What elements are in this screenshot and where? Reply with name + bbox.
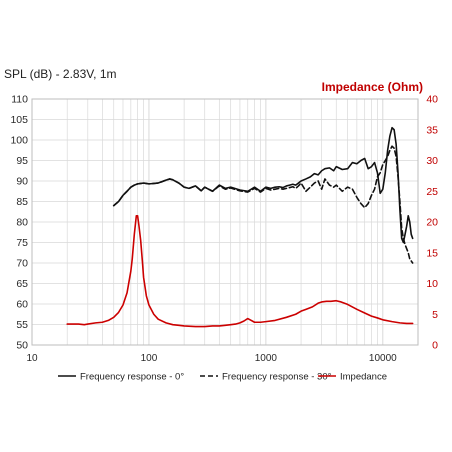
y-left-tick-label: 50 — [16, 340, 28, 352]
y-right-tick-label: 30 — [426, 155, 438, 167]
plot-frame — [31, 98, 419, 346]
y-right-tick-label: 0 — [432, 340, 438, 352]
y-right-tick-label: 10 — [426, 278, 438, 290]
right-axis-title: Impedance (Ohm) — [322, 80, 423, 94]
y-left-tick-label: 75 — [16, 237, 28, 249]
legend-label: Frequency response - 30° — [222, 372, 332, 383]
y-left-tick-label: 80 — [16, 217, 28, 229]
axes: 50 55 60 65 70 75 80 85 90 95 100 105 110 0 5 10 15 20 25 3… — [10, 94, 438, 365]
grid — [31, 98, 419, 346]
x-tick-label: 100 — [141, 353, 158, 364]
left-axis-title: SPL (dB) - 2.83V, 1m — [4, 67, 117, 81]
y-left-tick-label: 85 — [16, 196, 28, 208]
y-left-tick-label: 55 — [16, 319, 28, 331]
legend: Frequency response - 0° Frequency respons… — [58, 372, 387, 383]
y-left-tick-label: 100 — [10, 135, 28, 147]
series — [66, 126, 414, 328]
series-line-3 — [66, 215, 414, 328]
y-left-tick-label: 70 — [16, 258, 28, 270]
y-left-tick-label: 110 — [11, 94, 28, 106]
series-line-2 — [112, 145, 414, 264]
series-line-1 — [112, 126, 414, 244]
y-right-tick-label: 40 — [426, 94, 438, 106]
y-right-tick-label: 5 — [432, 309, 438, 321]
x-tick-label: 10000 — [369, 353, 397, 364]
y-left-tick-label: 90 — [16, 176, 28, 188]
legend-label: Frequency response - 0° — [80, 372, 184, 383]
y-left-tick-label: 60 — [16, 299, 28, 311]
y-right-tick-label: 25 — [426, 186, 438, 198]
y-left-tick-label: 95 — [16, 155, 28, 167]
legend-label: Impedance — [340, 372, 387, 383]
y-right-tick-label: 35 — [426, 124, 438, 136]
y-left-tick-label: 105 — [10, 114, 28, 126]
y-left-tick-label: 65 — [16, 278, 28, 290]
x-tick-label: 10 — [26, 353, 38, 364]
y-right-tick-label: 20 — [426, 217, 438, 229]
y-right-tick-label: 15 — [426, 247, 438, 259]
x-tick-label: 1000 — [255, 353, 278, 364]
